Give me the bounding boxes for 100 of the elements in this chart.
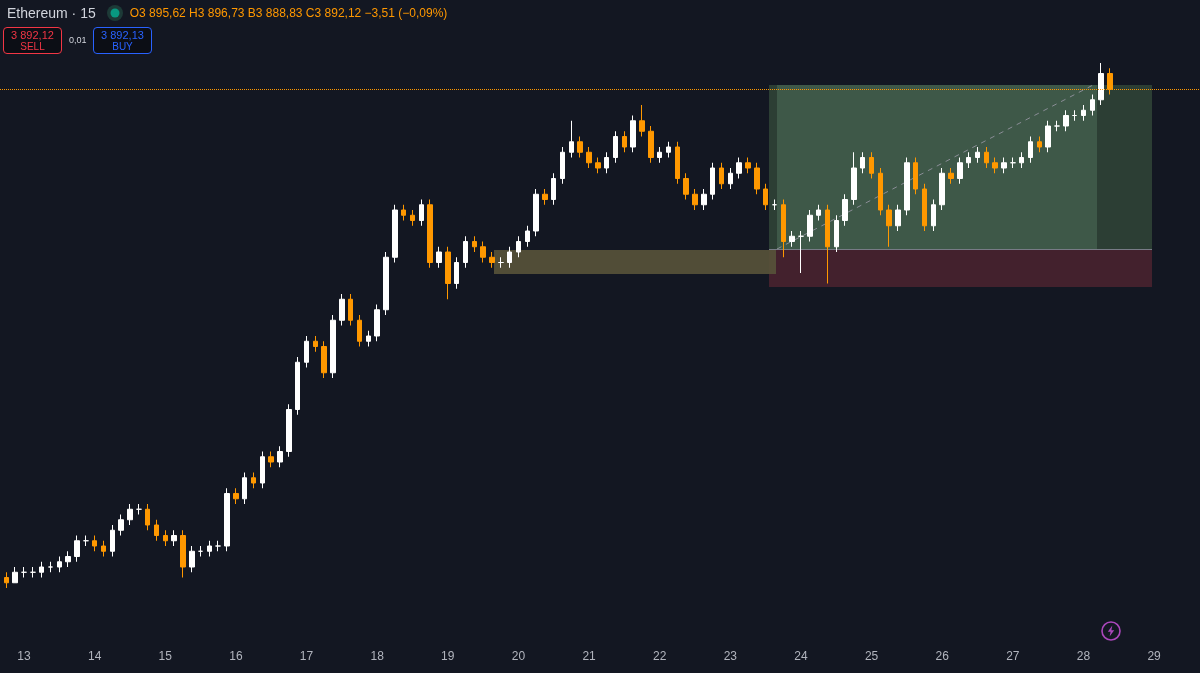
candlestick	[1045, 120, 1051, 153]
candlestick	[101, 540, 106, 557]
x-tick-label: 22	[653, 649, 667, 663]
candlestick	[984, 146, 989, 169]
candlestick	[560, 146, 565, 185]
candlestick	[127, 503, 133, 526]
candlestick	[445, 246, 451, 300]
x-tick-label: 18	[370, 649, 385, 663]
candlestick	[145, 503, 150, 531]
candlestick	[648, 125, 654, 164]
candlestick	[463, 235, 468, 269]
candlestick	[710, 162, 715, 200]
candlestick	[401, 204, 406, 221]
candlestick	[1028, 136, 1033, 164]
candlestick	[48, 561, 53, 573]
candlestick	[154, 519, 159, 542]
candlestick	[595, 157, 601, 174]
candlestick	[692, 188, 698, 211]
candlestick	[1081, 104, 1086, 122]
candlestick	[577, 136, 583, 158]
x-tick-label: 23	[723, 649, 738, 663]
candlestick	[410, 209, 415, 227]
candlestick	[472, 235, 477, 253]
candlestick	[30, 566, 36, 578]
candlestick	[1054, 120, 1060, 132]
candlestick	[904, 157, 910, 216]
candlestick	[931, 199, 936, 232]
candlestick	[357, 314, 362, 347]
candlestick	[851, 151, 857, 206]
candlestick	[118, 514, 124, 536]
candlestick	[277, 445, 283, 468]
candlestick	[957, 157, 963, 185]
candlestick	[604, 151, 609, 174]
candlestick	[860, 151, 865, 174]
candlestick	[869, 151, 874, 179]
candlestick	[922, 183, 927, 232]
candlestick	[1090, 94, 1095, 116]
candlestick	[516, 235, 521, 258]
text: 0,01	[69, 35, 87, 45]
candlestick	[630, 115, 636, 153]
candlestick	[825, 204, 830, 284]
candlestick	[781, 199, 786, 258]
candlestick	[268, 451, 274, 468]
candlestick	[74, 535, 80, 563]
candlestick	[842, 193, 848, 227]
candlestick	[745, 157, 751, 174]
candlestick	[392, 204, 398, 263]
candlestick	[683, 172, 689, 200]
candlestick	[772, 199, 777, 211]
x-tick-label: 28	[1076, 649, 1091, 663]
candlestick	[242, 472, 247, 505]
x-tick-label: 14	[87, 649, 102, 663]
candlestick	[427, 199, 433, 269]
candlestick	[1010, 157, 1016, 169]
candlestick	[507, 246, 512, 269]
candlestick	[313, 335, 318, 353]
candlestick	[374, 304, 380, 342]
candlestick	[207, 540, 212, 557]
candlestick	[65, 550, 71, 568]
candlestick	[569, 120, 574, 158]
candlestick	[12, 566, 18, 584]
candlestick	[666, 141, 671, 158]
candlestick	[525, 225, 530, 248]
x-tick-label: 24	[794, 649, 808, 663]
candlestick	[321, 340, 327, 379]
candlestick	[233, 487, 239, 505]
x-tick-label: 19	[441, 649, 455, 663]
x-tick-label: 16	[229, 649, 243, 663]
candlestick	[224, 487, 230, 552]
candlestick	[1072, 109, 1077, 122]
candlestick	[286, 403, 292, 458]
candlestick	[57, 556, 62, 573]
candlestick	[701, 188, 707, 211]
candlestick	[913, 157, 918, 195]
candlestick	[251, 472, 256, 489]
candlestick	[304, 335, 309, 368]
candlestick	[4, 571, 9, 589]
chart-subtitle: O3 895,62 H3 896,73 B3 888,83 C3 892,12 −3,51 (−0,09%)	[129, 6, 448, 20]
candlestick	[992, 157, 998, 174]
candlestick	[39, 561, 44, 578]
candlestick	[789, 230, 795, 248]
chart-title: Ethereum · 15	[7, 5, 96, 21]
candlestick	[657, 146, 662, 164]
candlestick	[878, 167, 883, 216]
candlestick	[180, 529, 186, 578]
candlestick	[1037, 136, 1042, 153]
candlestick	[215, 540, 221, 552]
candlestick	[260, 451, 265, 489]
candlestick	[419, 199, 424, 227]
candlestick	[939, 167, 945, 211]
candlestick	[480, 241, 486, 263]
candlestick	[92, 535, 97, 552]
x-tick-label: 29	[1147, 649, 1162, 663]
x-tick-label: 15	[158, 649, 173, 663]
candlestick	[763, 183, 768, 211]
x-tick-label: 25	[864, 649, 879, 663]
x-tick-label: 26	[935, 649, 950, 663]
candlestick	[966, 151, 971, 169]
candlestick	[163, 529, 168, 547]
candlestick	[542, 188, 548, 206]
